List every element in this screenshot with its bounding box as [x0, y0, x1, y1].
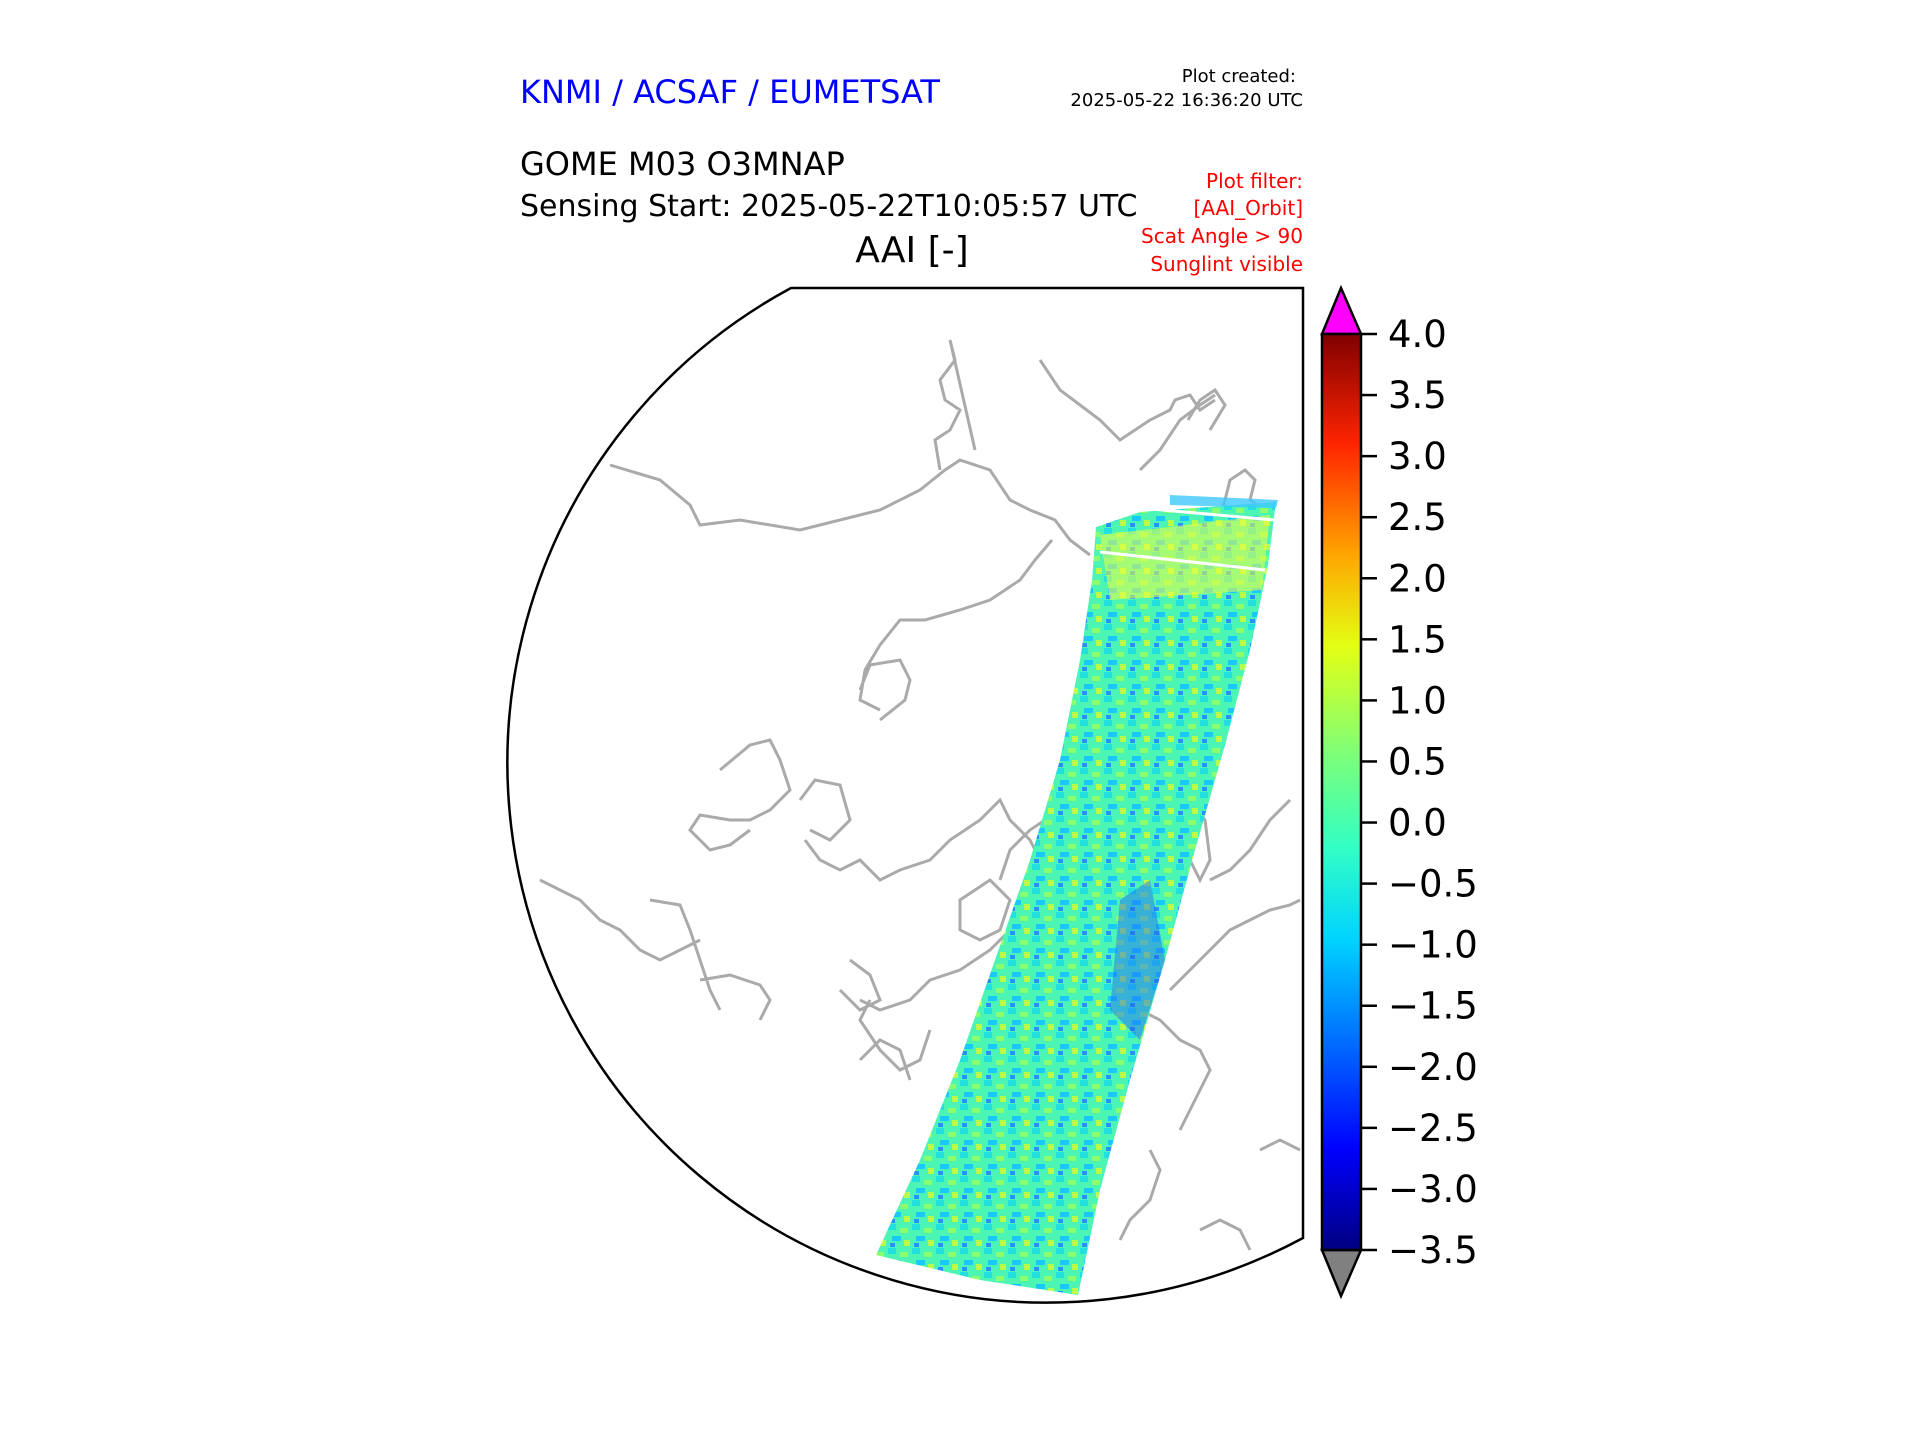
colorbar-under-triangle — [1320, 1248, 1363, 1300]
colorbar-over-triangle — [1320, 284, 1363, 336]
swath-gap — [1139, 506, 1275, 522]
colorbar-gradient — [1320, 332, 1363, 1252]
colorbar: 4.0 3.5 3.0 2.5 2.0 1.5 1.0 0.5 0.0 −0.5 −1.0 −1.5 −… — [1320, 284, 1478, 1300]
sensing-start: Sensing Start: 2025-05-22T10:05:57 UTC — [520, 189, 1137, 224]
organization-title: KNMI / ACSAF / EUMETSAT — [520, 73, 940, 111]
colorbar-tick-label: −3.5 — [1388, 1229, 1478, 1272]
filter-line: [AAI_Orbit] — [1194, 196, 1303, 220]
colorbar-tick-label: −0.5 — [1388, 863, 1478, 906]
colorbar-tick-label: 0.5 — [1388, 740, 1447, 783]
colorbar-tick-label: 1.0 — [1388, 679, 1447, 722]
colorbar-tick-label: 1.5 — [1388, 618, 1447, 661]
plot-created-label: Plot created: — [1182, 66, 1296, 87]
filter-line: Sunglint visible — [1150, 252, 1303, 276]
swath-gap — [1099, 550, 1266, 572]
colorbar-tick-label: −1.0 — [1388, 924, 1478, 967]
swath-high-values — [1100, 515, 1270, 600]
filter-line: Plot filter: — [1206, 169, 1303, 193]
colorbar-tick-label: −1.5 — [1388, 985, 1478, 1028]
colorbar-tick-label: −3.0 — [1388, 1168, 1478, 1211]
colorbar-tick-label: −2.5 — [1388, 1107, 1478, 1150]
colorbar-tick-label: 4.0 — [1388, 313, 1447, 356]
colorbar-tick-label: 0.0 — [1388, 802, 1447, 845]
colorbar-tick-label: 3.0 — [1388, 435, 1447, 478]
swath-low-values — [1110, 880, 1165, 1040]
product-title: GOME M03 O3MNAP — [520, 145, 845, 183]
colorbar-tick-label: 2.5 — [1388, 496, 1447, 539]
colorbar-tick-label: 2.0 — [1388, 557, 1447, 600]
plot-title: AAI [-] — [855, 230, 968, 271]
satellite-swath — [876, 502, 1276, 1295]
plot-created-time: 2025-05-22 16:36:20 UTC — [1070, 90, 1303, 111]
filter-line: Scat Angle > 90 — [1141, 224, 1303, 248]
colorbar-tick-label: −2.0 — [1388, 1046, 1478, 1089]
colorbar-tick-label: 3.5 — [1388, 374, 1447, 417]
map-boundary — [506, 286, 1305, 1304]
map-area — [539, 339, 1301, 1295]
swath-top-strip — [1170, 495, 1278, 508]
